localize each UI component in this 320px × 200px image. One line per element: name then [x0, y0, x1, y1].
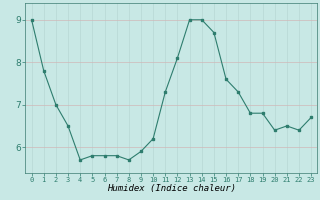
X-axis label: Humidex (Indice chaleur): Humidex (Indice chaleur) — [107, 184, 236, 193]
